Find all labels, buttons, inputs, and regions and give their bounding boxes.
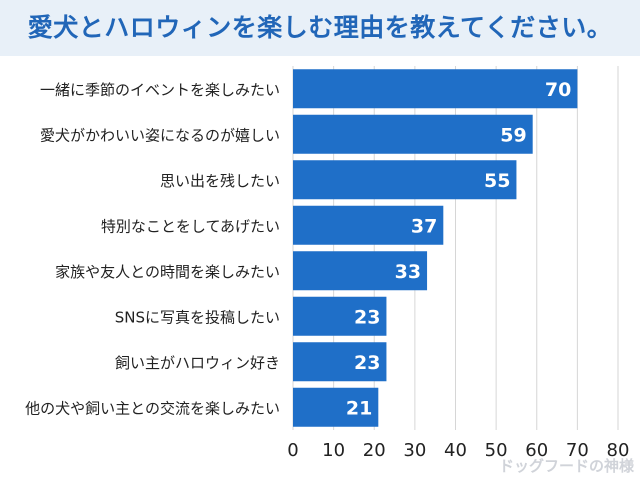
category-label: 思い出を残したい — [160, 172, 280, 190]
x-tick-label: 30 — [403, 440, 426, 461]
category-label: 家族や友人との時間を楽しみたい — [55, 263, 280, 281]
bar — [293, 251, 428, 291]
category-label: 他の犬や飼い主との交流を楽しみたい — [25, 399, 280, 417]
x-tick-label: 60 — [525, 440, 548, 461]
bar — [293, 387, 379, 427]
x-tick-label: 0 — [287, 440, 298, 461]
x-tick-label: 50 — [485, 440, 508, 461]
bars: 70 59 55 37 33 23 23 21 — [293, 69, 578, 427]
category-label: 一緒に季節のイベントを楽しみたい — [40, 81, 280, 99]
bar-value-label: 55 — [484, 170, 510, 192]
bar-value-label: 21 — [346, 397, 372, 419]
category-label: 愛犬がかわいい姿になるのが嬉しい — [40, 126, 280, 144]
bar-value-label: 37 — [411, 215, 437, 237]
bar-chart: 70 59 55 37 33 23 23 21 一緒に季節のイベントを楽しみたい愛犬がかわいい… — [25, 66, 629, 461]
chart-title: 愛犬とハロウィンを楽しむ理由を教えてください。 — [27, 13, 613, 42]
bar — [293, 114, 533, 154]
title-bar — [0, 0, 640, 56]
bar-value-label: 23 — [354, 352, 380, 374]
bar-value-label: 59 — [500, 124, 526, 146]
bar-value-label: 70 — [545, 79, 571, 101]
bar — [293, 342, 387, 382]
category-label: 特別なことをしてあげたい — [101, 217, 280, 235]
bar-value-label: 23 — [354, 306, 380, 328]
x-tick-label: 20 — [363, 440, 386, 461]
x-tick-label: 70 — [566, 440, 589, 461]
x-axis-ticks: 0 10 20 30 40 50 60 70 80 — [287, 440, 629, 461]
bar — [293, 296, 387, 336]
category-labels: 一緒に季節のイベントを楽しみたい愛犬がかわいい姿になるのが嬉しい思い出を残したい… — [25, 81, 280, 418]
x-tick-label: 10 — [322, 440, 345, 461]
bar-value-label: 33 — [395, 261, 421, 283]
bar — [293, 160, 517, 200]
category-label: 飼い主がハロウィン好き — [115, 354, 280, 372]
bar — [293, 69, 578, 109]
category-label: SNSに写真を投稿したい — [115, 308, 280, 326]
x-tick-label: 40 — [444, 440, 467, 461]
x-tick-label: 80 — [607, 440, 630, 461]
bar — [293, 205, 444, 245]
watermark-logo: ドッグフードの神様 — [498, 457, 634, 475]
